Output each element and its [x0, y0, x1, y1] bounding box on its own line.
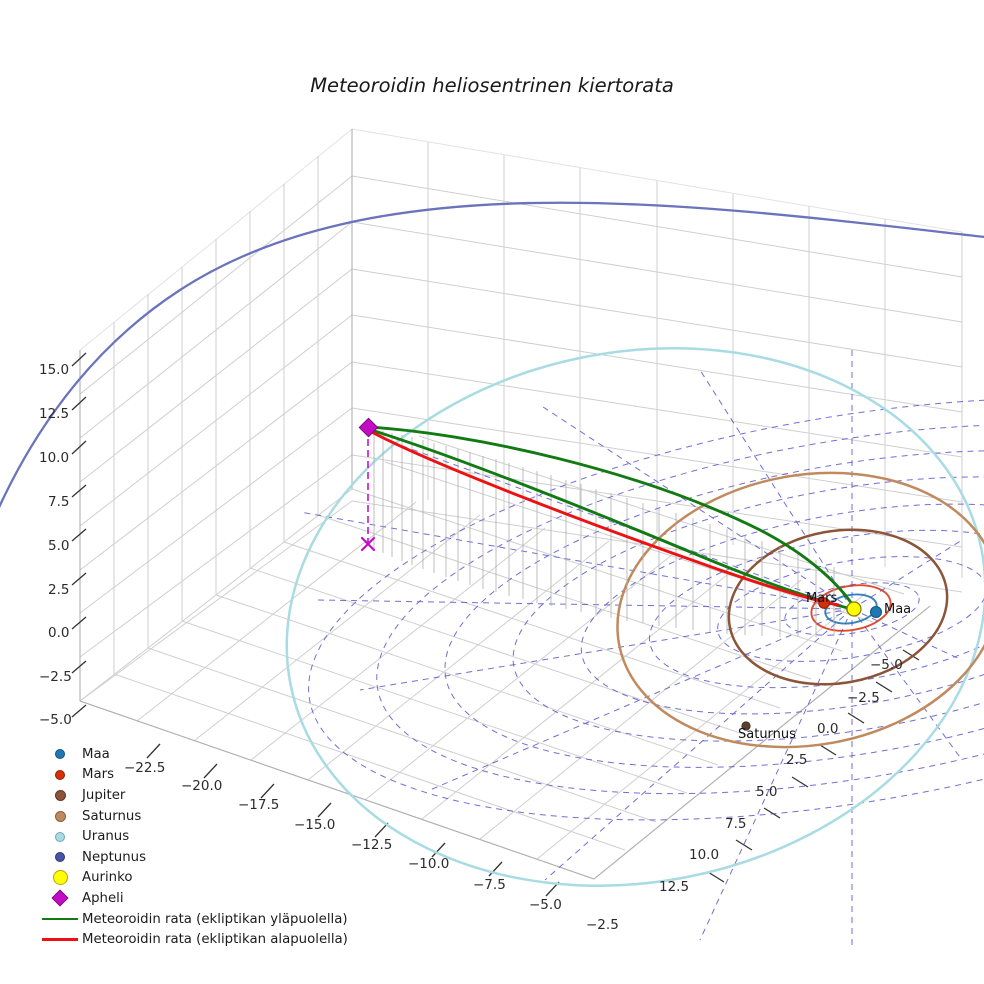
orbit-neptunus — [0, 201, 984, 509]
y-axis-ticks — [707, 649, 920, 883]
legend-dot-marker-icon — [55, 769, 65, 780]
page-title: Meteoroidin heliosentrinen kiertorata — [310, 74, 674, 97]
legend-diamond-marker-icon — [51, 889, 69, 907]
legend-item-label: Neptunus — [82, 849, 146, 865]
z-axis-ticks — [71, 352, 87, 718]
y-axis-tick-5: 7.5 — [725, 816, 747, 832]
z-axis-tick-2: 10.0 — [39, 450, 70, 466]
x-axis-tick-4: −12.5 — [351, 837, 393, 853]
legend-item-rata-alapuolella[interactable]: Meteoroidin rata (ekliptikan alapuolella… — [38, 929, 358, 950]
planet-marker-mars — [818, 597, 830, 609]
orbit-saturnus — [616, 471, 984, 749]
planet-marker-maa — [870, 606, 882, 618]
legend-line-key — [38, 938, 82, 941]
axis-spines — [79, 129, 931, 880]
orbit-maa — [824, 593, 878, 625]
x-axis-tick-2: −17.5 — [238, 797, 280, 813]
z-axis-tick-1: 12.5 — [39, 406, 70, 422]
y-axis-tick-1: −2.5 — [847, 690, 880, 706]
legend-item-rata-ylapuolella[interactable]: Meteoroidin rata (ekliptikan yläpuolella… — [38, 909, 358, 930]
z-axis-tick-3: 7.5 — [48, 494, 70, 510]
x-axis-tick-3: −15.0 — [294, 817, 336, 833]
legend-marker-key — [38, 889, 82, 907]
orbit-mars — [810, 584, 892, 632]
y-axis-tick-0: −5.0 — [870, 657, 903, 673]
annotation-mars: Mars — [806, 591, 838, 606]
legend-dot-marker-icon — [54, 789, 66, 801]
pane-back-left — [79, 128, 353, 702]
z-axis-tick-6: 0.0 — [48, 625, 70, 641]
trajectory-below-ecliptic — [366, 428, 840, 607]
legend-item-apheli[interactable]: Apheli — [38, 888, 358, 909]
legend-line-swatch — [42, 917, 78, 921]
aphelion-projection-marker — [360, 536, 376, 552]
y-axis-tick-7: 12.5 — [659, 879, 690, 895]
legend-dot-marker-icon — [52, 870, 68, 886]
legend-item-label: Maa — [82, 746, 110, 762]
z-axis-tick-0: 15.0 — [39, 362, 70, 378]
planet-marker-aurinko — [846, 601, 862, 617]
y-axis-tick-4: 5.0 — [756, 784, 778, 800]
x-axis-tick-7: −5.0 — [529, 897, 562, 913]
legend-item-label: Saturnus — [82, 808, 142, 824]
legend-line-key — [38, 917, 82, 921]
legend-line-swatch — [42, 938, 78, 941]
annotation-saturnus: Saturnus — [738, 727, 796, 742]
legend-dot-marker-icon — [55, 749, 65, 760]
legend-marker-key — [38, 810, 82, 822]
annotation-maa: Maa — [884, 602, 912, 617]
legend-item-label: Jupiter — [82, 787, 126, 803]
legend-dot-marker-icon — [55, 852, 65, 863]
legend-item-jupiter[interactable]: Jupiter — [38, 785, 358, 806]
legend-item-label: Meteoroidin rata (ekliptikan alapuolella… — [82, 932, 348, 948]
z-axis-tick-4: 5.0 — [48, 538, 70, 554]
legend-item-aurinko[interactable]: Aurinko — [38, 868, 358, 889]
legend-item-label: Aurinko — [82, 870, 133, 886]
y-axis-tick-3: 2.5 — [786, 752, 808, 768]
orbit-jupiter — [727, 528, 949, 686]
z-axis-tick-5: 2.5 — [48, 582, 70, 598]
planet-marker-saturnus — [741, 721, 751, 731]
legend-item-label: Meteoroidin rata (ekliptikan yläpuolella… — [82, 911, 348, 927]
x-axis-tick-1: −20.0 — [181, 778, 223, 794]
legend-item-uranus[interactable]: Uranus — [38, 826, 358, 847]
legend-item-label: Apheli — [82, 890, 124, 906]
polar-grid — [299, 350, 984, 950]
legend-item-label: Uranus — [82, 829, 130, 845]
legend-dot-marker-icon — [54, 810, 66, 822]
legend-item-saturnus[interactable]: Saturnus — [38, 806, 358, 827]
legend-item-maa[interactable]: Maa — [38, 744, 358, 765]
legend: Maa Mars Jupiter Saturnus Uranus Neptunus Auri… — [38, 744, 358, 950]
legend-item-mars[interactable]: Mars — [38, 765, 358, 786]
orbit-uranus — [285, 347, 984, 887]
legend-marker-key — [38, 852, 82, 863]
y-axis-tick-6: 10.0 — [689, 847, 720, 863]
legend-marker-key — [38, 789, 82, 801]
pane-back-right — [351, 128, 963, 593]
z-axis-tick-7: −2.5 — [39, 669, 72, 685]
z-axis-tick-8: −5.0 — [39, 712, 72, 728]
x-axis-tick-5: −10.0 — [408, 856, 450, 872]
x-axis-tick-8: −2.5 — [586, 917, 619, 933]
legend-marker-key — [38, 831, 82, 842]
legend-marker-key — [38, 870, 82, 886]
y-axis-tick-2: 0.0 — [817, 721, 839, 737]
legend-marker-key — [38, 749, 82, 760]
legend-item-neptunus[interactable]: Neptunus — [38, 847, 358, 868]
legend-marker-key — [38, 769, 82, 780]
x-axis-tick-0: −22.5 — [124, 760, 166, 776]
legend-item-label: Mars — [82, 767, 115, 783]
legend-dot-marker-icon — [55, 831, 65, 842]
x-axis-tick-6: −7.5 — [473, 877, 506, 893]
aphelion-marker — [358, 417, 379, 438]
